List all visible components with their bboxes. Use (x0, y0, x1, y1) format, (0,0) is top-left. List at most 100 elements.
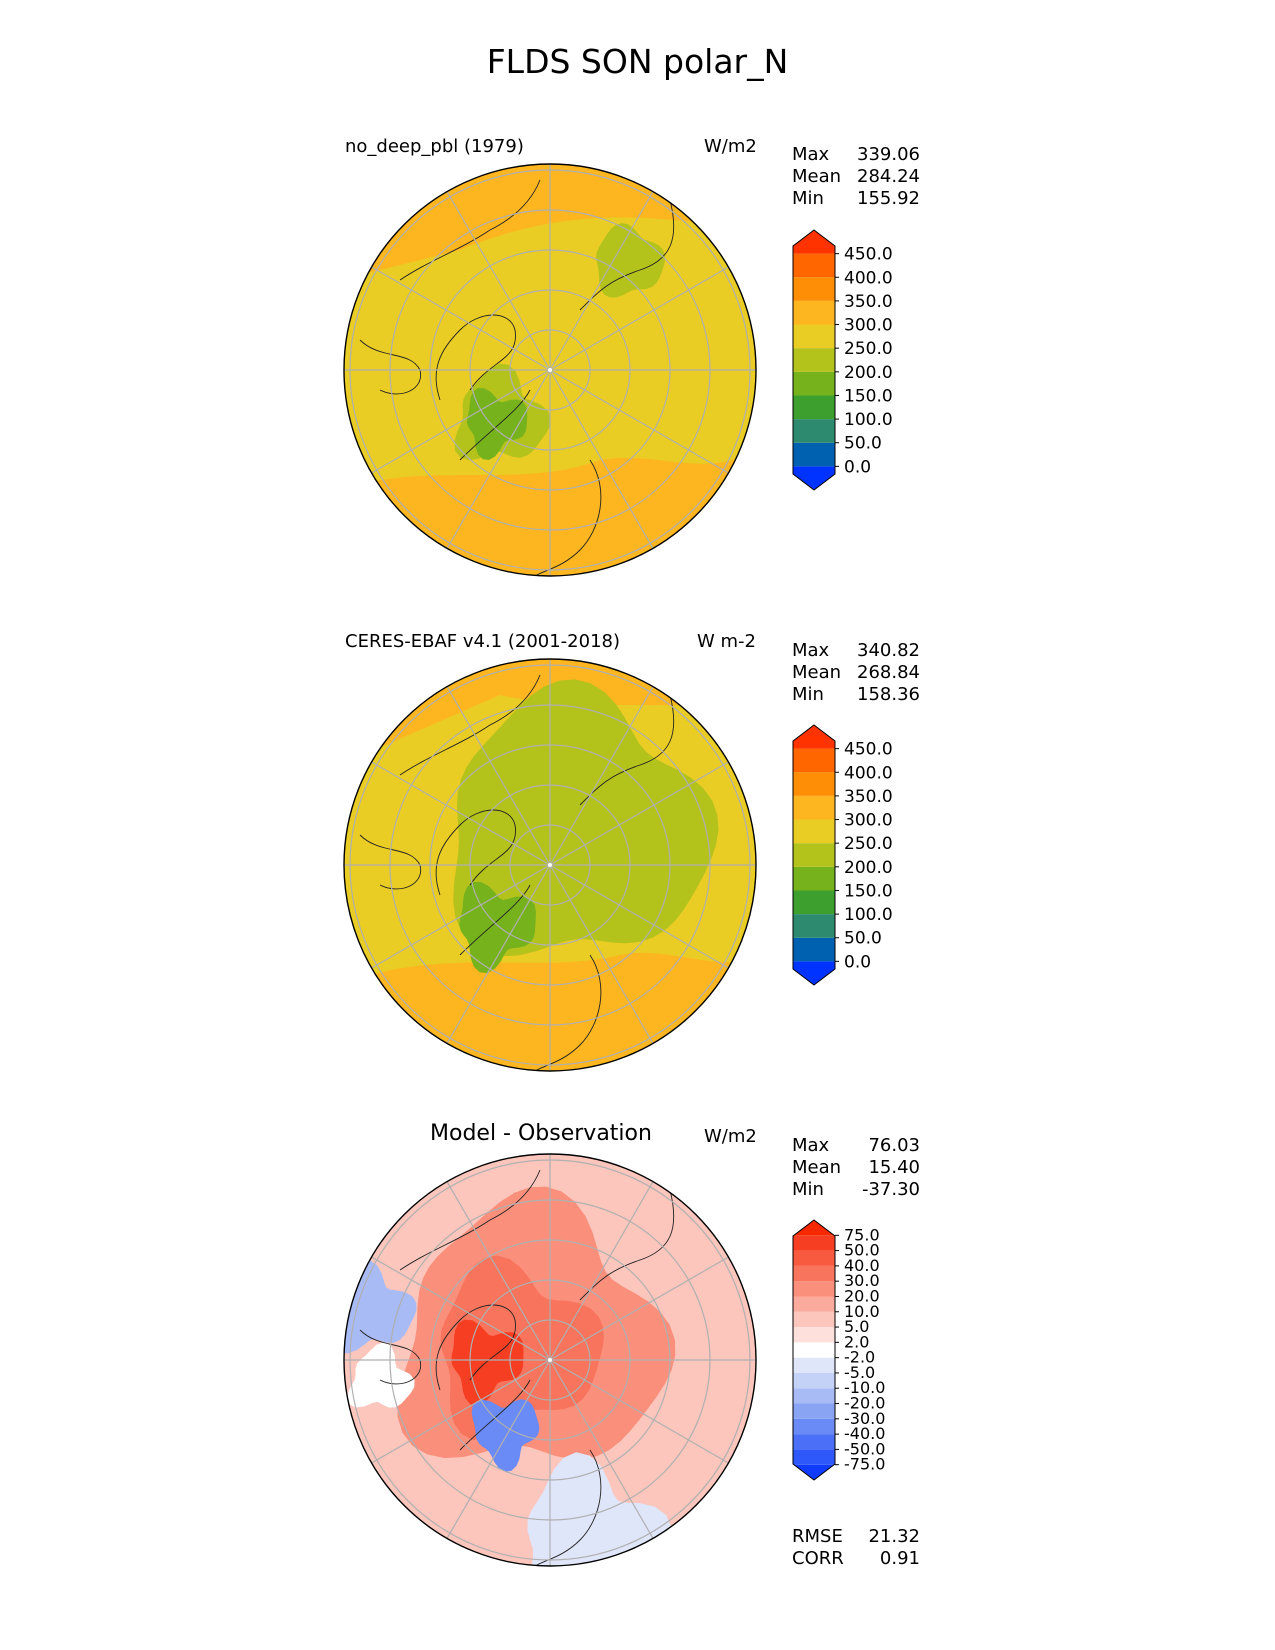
colorbar-segment (793, 748, 835, 773)
stat-value: 268.84 (857, 662, 920, 683)
colorbar-tick-label: 0.0 (844, 457, 871, 477)
longitude-gridline (549, 1359, 654, 1539)
stat-label: Mean (792, 1157, 842, 1178)
field-region-lowest (466, 388, 528, 460)
coastline (459, 389, 531, 461)
colorbar-tick-label: 50.0 (844, 434, 882, 454)
colorbar-model: 0.0 50.0 100.0 150.0 200.0 250.0 300.0 350.0 400… (792, 229, 893, 491)
colorbar-outline (792, 1219, 836, 1481)
pole-marker (548, 863, 552, 867)
colorbar-segment (793, 1357, 835, 1373)
coastline (579, 199, 675, 311)
longitude-gridline (446, 1359, 551, 1539)
colorbar-segment (793, 772, 835, 796)
longitude-gridline (549, 369, 654, 549)
longitude-gridline (549, 1359, 729, 1464)
coastline (459, 884, 531, 956)
colorbar-tick-label: 250.0 (844, 339, 893, 359)
stat-label: Max (792, 144, 830, 165)
panel1-units: W/m2 (704, 136, 757, 157)
colorbar-tick-label: -50.0 (844, 1439, 885, 1458)
stat-label: CORR (792, 1548, 844, 1569)
colorbar-tick-label: 40.0 (844, 1256, 880, 1275)
panel2-units: W m-2 (697, 631, 757, 652)
pole-marker (548, 368, 552, 372)
colorbar-tick-label: -10.0 (844, 1378, 885, 1397)
longitude-gridline (371, 266, 551, 371)
stat-row-corr: CORR 0.91 (792, 1548, 920, 1570)
colorbar-segment (793, 1403, 835, 1419)
colorbar-segment (793, 348, 835, 372)
longitude-gridline (371, 369, 551, 474)
coastline (399, 674, 541, 776)
figure-title: FLDS SON polar_N (486, 42, 789, 81)
colorbar-segment (793, 1342, 835, 1358)
longitude-gridline (549, 266, 729, 371)
colorbar-tick-label: 450.0 (844, 740, 893, 760)
stat-value: -37.30 (861, 1179, 920, 1200)
coastline (435, 809, 516, 896)
panel3-title: Model - Observation (430, 1121, 652, 1146)
field-region-low (596, 223, 665, 298)
colorbar-segment (793, 914, 835, 938)
stat-value: 284.24 (857, 166, 920, 187)
map-boundary (343, 658, 757, 1072)
colorbar-segment (793, 819, 835, 844)
stat-value: 0.91 (879, 1548, 920, 1569)
coastline (435, 314, 516, 401)
colorbar-tick-label: -20.0 (844, 1394, 885, 1413)
colorbar-tick-label: 5.0 (844, 1317, 869, 1336)
coastline (529, 459, 602, 576)
colorbar-segment (793, 937, 835, 962)
field-region-negative (471, 1399, 540, 1472)
stat-row-rmse: RMSE 21.32 (792, 1526, 920, 1548)
colorbar-tick-label: 50.0 (844, 1241, 880, 1260)
longitude-gridline (549, 761, 729, 866)
coastline (579, 1189, 675, 1301)
colorbar-segment (793, 1327, 835, 1343)
panel1-stats: Max 339.06 Mean 284.24 Min 155.92 (792, 144, 920, 210)
colorbar-segment (793, 890, 835, 915)
colorbar-tick-label: 400.0 (844, 268, 893, 288)
colorbar-tick-label: 150.0 (844, 386, 893, 406)
panel1-title: no_deep_pbl (1979) (345, 136, 524, 157)
colorbar-outline (792, 724, 836, 986)
stat-value: 21.32 (868, 1526, 920, 1547)
longitude-gridline (549, 369, 729, 474)
stat-row-max: Max 339.06 (792, 144, 920, 166)
colorbar-tick-label: -75.0 (844, 1455, 885, 1474)
pole-marker (548, 1358, 552, 1362)
stat-row-max: Max 76.03 (792, 1135, 920, 1157)
colorbar-tick-label: 10.0 (844, 1302, 880, 1321)
stat-value: 158.36 (857, 684, 920, 705)
coastline (529, 954, 602, 1071)
stat-row-mean: Mean 15.40 (792, 1157, 920, 1179)
longitude-gridline (371, 1359, 551, 1464)
colorbar-tick-label: 300.0 (844, 811, 893, 831)
colorbar-tick-label: 400.0 (844, 763, 893, 783)
stat-label: Max (792, 1135, 830, 1156)
panel2-title: CERES-EBAF v4.1 (2001-2018) (345, 631, 621, 652)
field-region-neutral (347, 1342, 415, 1408)
polar-map-difference (343, 1153, 757, 1567)
polar-map-model (343, 163, 757, 577)
colorbar-tick-label: 350.0 (844, 787, 893, 807)
colorbar-segment (793, 1434, 835, 1450)
longitude-gridline (371, 761, 551, 866)
colorbar-segment (793, 466, 835, 490)
colorbar-tick-label: 2.0 (844, 1332, 869, 1351)
colorbar-tick-label: 200.0 (844, 363, 893, 383)
colorbar-segment (793, 961, 835, 985)
longitude-gridline (549, 864, 654, 1044)
colorbar-tick-label: 350.0 (844, 292, 893, 312)
colorbar-segment (793, 419, 835, 443)
coastline (529, 1449, 602, 1566)
stat-value: 155.92 (857, 188, 920, 209)
colorbar-segment (793, 253, 835, 278)
stat-label: Mean (792, 166, 842, 187)
longitude-gridline (446, 1181, 551, 1361)
colorbar-segment (793, 1449, 835, 1465)
colorbar-tick-label: 75.0 (844, 1225, 880, 1244)
longitude-gridline (549, 191, 654, 371)
stat-label: Min (792, 1179, 824, 1200)
